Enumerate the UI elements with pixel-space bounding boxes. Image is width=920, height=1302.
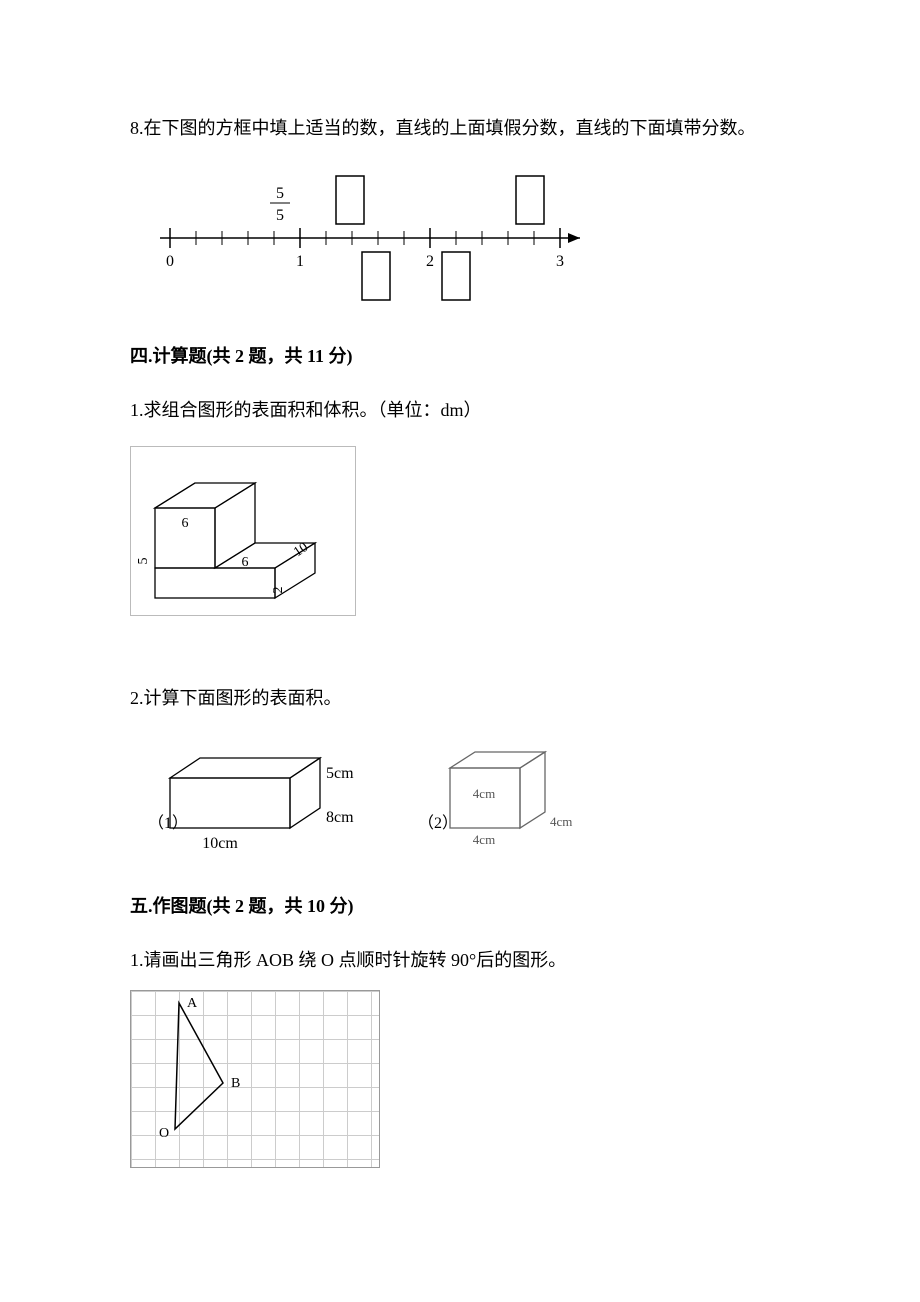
composite-solid-svg: 6 6 5 10 2 (135, 453, 345, 613)
answer-box-top-1[interactable] (336, 176, 364, 224)
dim-top6: 6 (182, 516, 189, 531)
fig1-h: 5cm (326, 765, 354, 782)
fig1-label: （1） (148, 814, 188, 832)
s4q2-text: 2.计算下面图形的表面积。 (130, 680, 790, 716)
s4q1-figure: 6 6 5 10 2 (130, 446, 356, 616)
fig2-label: （2） (418, 814, 458, 832)
triangle-svg: A B O (131, 991, 371, 1159)
fig2-a1: 4cm (473, 786, 495, 801)
fraction-5-5: 5 5 (270, 185, 290, 224)
number-line-svg: 0 1 2 3 5 5 (140, 158, 600, 308)
label-O: O (159, 1126, 169, 1141)
dim-2: 2 (271, 587, 286, 594)
page: 8.在下图的方框中填上适当的数，直线的上面填假分数，直线的下面填带分数。 (0, 0, 920, 1302)
svg-text:5: 5 (276, 207, 284, 224)
label-A: A (187, 996, 198, 1011)
fig2-a3: 4cm (473, 832, 495, 847)
fig1-w: 10cm (202, 835, 238, 852)
tick-2: 2 (426, 253, 434, 270)
tick-0: 0 (166, 253, 174, 270)
dim-5: 5 (136, 558, 151, 565)
svg-text:5: 5 (276, 185, 284, 202)
s4q2-figure: （1） 5cm 8cm 10cm （2） 4cm 4cm 4cm (130, 728, 790, 858)
label-B: B (231, 1076, 240, 1091)
section4-title: 四.计算题(共 2 题，共 11 分) (130, 338, 790, 374)
s4q1-text: 1.求组合图形的表面积和体积。（单位：dm） (130, 392, 790, 428)
answer-box-top-2[interactable] (516, 176, 544, 224)
q8-figure: 0 1 2 3 5 5 (140, 158, 790, 308)
section5-title: 五.作图题(共 2 题，共 10 分) (130, 888, 790, 924)
tick-3: 3 (556, 253, 564, 270)
grid-frame: A B O (130, 990, 380, 1168)
s5q1-text: 1.请画出三角形 AOB 绕 O 点顺时针旋转 90°后的图形。 (130, 942, 790, 978)
fig1-d: 8cm (326, 809, 354, 826)
s5q1-figure: A B O (130, 990, 790, 1180)
answer-box-bottom-1[interactable] (362, 252, 390, 300)
tick-1: 1 (296, 253, 304, 270)
fig2-a2: 4cm (550, 814, 572, 829)
surfaces-svg: （1） 5cm 8cm 10cm （2） 4cm 4cm 4cm (130, 728, 600, 858)
answer-box-bottom-2[interactable] (442, 252, 470, 300)
q8-text: 8.在下图的方框中填上适当的数，直线的上面填假分数，直线的下面填带分数。 (130, 110, 790, 146)
dim-front6: 6 (242, 555, 249, 570)
